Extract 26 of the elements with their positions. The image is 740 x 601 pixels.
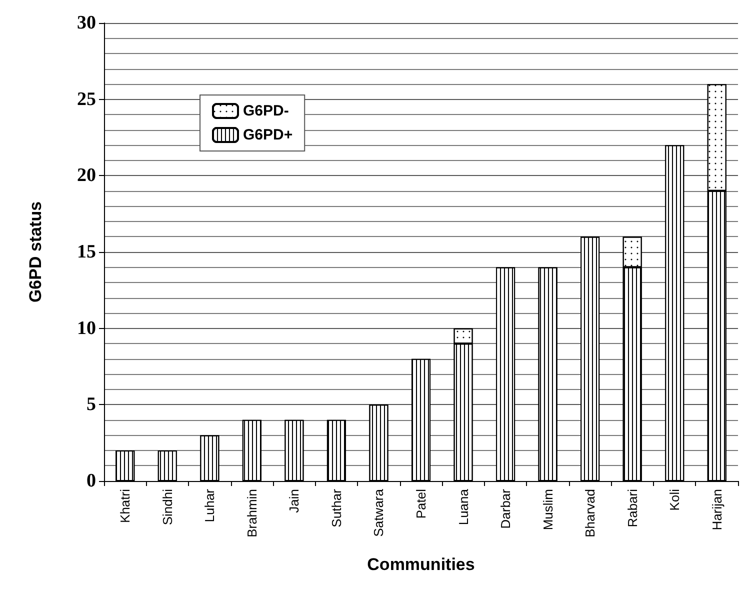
y-tick-label: 15 (77, 242, 96, 262)
y-tick-label: 30 (77, 12, 96, 34)
x-tick-label: Suthar (328, 488, 344, 528)
y-tick-label: 5 (86, 394, 96, 416)
y-axis-title: G6PD status (26, 201, 45, 303)
x-tick-label: Harijan (709, 489, 724, 530)
x-tick-label: Luhar (202, 488, 218, 522)
x-tick-label: Rabari (624, 488, 640, 528)
y-tick-label: 20 (77, 165, 96, 186)
legend-label: G6PD+ (243, 126, 293, 144)
x-tick-label: Jain (286, 489, 302, 513)
x-tick-label: Muslim (540, 489, 556, 530)
x-tick-label: Bharvad (582, 489, 598, 538)
x-tick-label: Luana (456, 488, 471, 526)
x-tick-label: Brahmin (244, 489, 260, 538)
x-tick-label: Satwara (371, 488, 386, 537)
x-tick-label: Sindhi (160, 488, 175, 526)
x-tick-label: Khatri (118, 488, 133, 523)
y-tick-label: 0 (86, 470, 96, 492)
x-tick-label: Darbar (498, 488, 514, 529)
y-tick-label: 10 (77, 318, 96, 339)
x-tick-label: Koli (667, 488, 682, 511)
y-tick-label: 25 (77, 88, 96, 110)
legend-label: G6PD- (243, 102, 289, 120)
x-tick-label: Patel (414, 488, 428, 519)
x-axis-title: Communities (367, 555, 475, 574)
